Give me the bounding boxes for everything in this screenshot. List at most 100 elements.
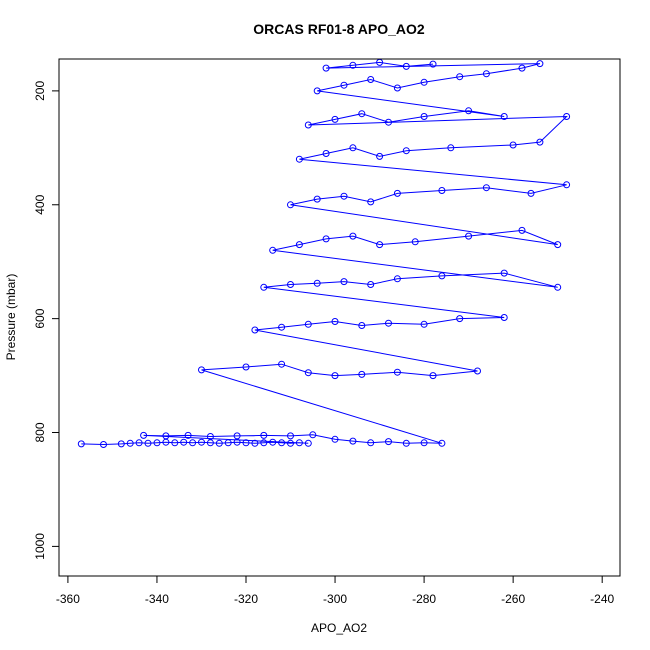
data-point [144, 439, 152, 447]
data-point [393, 84, 401, 92]
data-point [331, 435, 339, 443]
data-point [295, 439, 303, 447]
data-point [429, 60, 437, 68]
data-point [367, 281, 375, 288]
data-point [438, 439, 446, 447]
data-point [500, 314, 508, 321]
y-tick-label: 800 [33, 422, 47, 442]
data-point [340, 81, 348, 89]
data-point [278, 323, 286, 331]
data-point [313, 279, 321, 287]
data-point [309, 431, 317, 439]
data-point [322, 64, 330, 72]
data-point [117, 440, 125, 448]
data-point [77, 440, 85, 448]
data-point [287, 201, 294, 209]
data-point [331, 318, 339, 325]
data-point [215, 439, 223, 447]
data-point [465, 232, 473, 240]
x-tick-label: -280 [412, 592, 436, 606]
data-point [420, 113, 428, 120]
data-point [438, 272, 446, 280]
data-point [500, 113, 508, 120]
data-point [171, 439, 179, 447]
data-point [420, 439, 428, 447]
data-point [393, 368, 401, 376]
data-point [269, 438, 277, 446]
data-point [393, 189, 401, 197]
data-point [340, 192, 348, 200]
data-point [313, 195, 321, 203]
data-point [287, 432, 294, 440]
data-point [198, 366, 205, 374]
data-point [367, 76, 375, 83]
data-point [242, 439, 250, 447]
x-tick-label: -300 [323, 592, 347, 606]
data-point [340, 278, 348, 286]
data-layer [77, 58, 571, 448]
data-point [295, 241, 303, 249]
data-point [304, 439, 312, 447]
data-point [260, 431, 268, 439]
data-point [385, 319, 392, 327]
data-point [402, 62, 410, 70]
data-point [527, 189, 535, 197]
data-point [402, 147, 410, 155]
data-point [233, 432, 241, 440]
data-point [206, 433, 214, 440]
chart-title: ORCAS RF01-8 APO_AO2 [253, 21, 425, 37]
y-tick-label: 200 [33, 81, 47, 101]
data-point [456, 315, 464, 323]
data-point [429, 372, 437, 380]
data-point [456, 73, 464, 81]
data-point [411, 238, 419, 246]
y-tick-label: 600 [33, 308, 47, 328]
data-point [385, 118, 392, 126]
data-point [563, 113, 571, 120]
data-point [376, 152, 384, 160]
data-point [322, 150, 330, 157]
data-point [242, 363, 250, 371]
x-tick-label: -360 [56, 592, 80, 606]
data-point [269, 246, 277, 254]
x-axis: -360 -340 -320 -300 -280 -260 -240 [56, 576, 615, 606]
data-point [536, 138, 544, 146]
data-point [180, 438, 188, 446]
data-point [184, 431, 192, 439]
y-axis-label: Pressure (mbar) [4, 274, 18, 361]
x-tick-label: -240 [590, 592, 614, 606]
series-line [81, 61, 568, 446]
data-point [482, 70, 490, 78]
data-point [313, 87, 321, 95]
data-point [251, 439, 259, 447]
data-point [385, 438, 392, 446]
data-point [287, 439, 294, 447]
data-point [331, 115, 339, 123]
data-point [518, 226, 526, 234]
data-point [420, 320, 428, 328]
data-point [536, 60, 544, 68]
x-tick-label: -340 [145, 592, 169, 606]
data-point [509, 141, 517, 149]
data-point [367, 198, 375, 206]
data-point [322, 235, 330, 243]
data-point [554, 241, 562, 249]
data-point [287, 281, 294, 288]
data-point [349, 61, 357, 69]
data-point [447, 144, 455, 152]
data-point [260, 283, 268, 291]
data-point [162, 432, 170, 440]
data-point [304, 369, 312, 377]
data-point [518, 64, 526, 72]
data-point [304, 121, 312, 129]
data-point [402, 439, 410, 447]
x-tick-label: -320 [234, 592, 258, 606]
y-tick-label: 1000 [33, 533, 47, 560]
data-point [500, 269, 508, 277]
data-point [224, 439, 232, 447]
data-point [554, 283, 562, 291]
data-point [438, 187, 446, 194]
data-point [189, 439, 197, 447]
data-point [198, 438, 205, 446]
